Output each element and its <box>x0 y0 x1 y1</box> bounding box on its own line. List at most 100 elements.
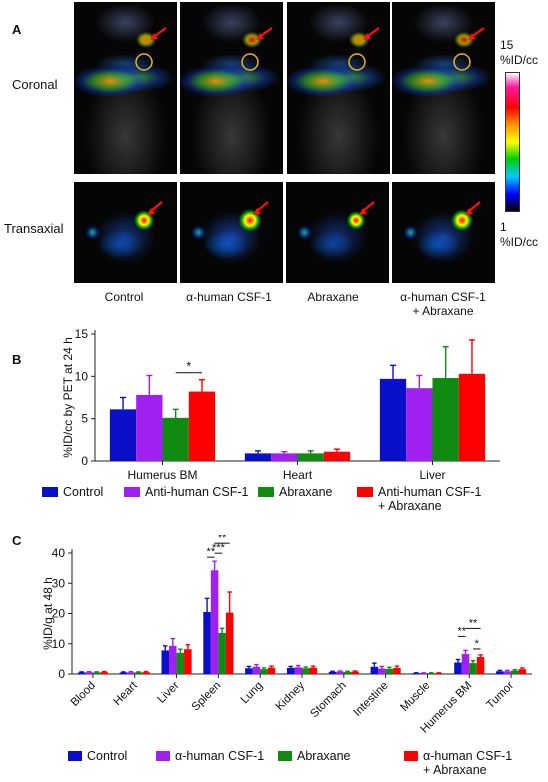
bar-spleen-human-csf-1 <box>210 570 219 674</box>
legend-swatch-anti-human-csf-1 <box>124 487 140 497</box>
bar-liver-control <box>379 378 407 461</box>
category-label-heart: Heart <box>111 679 140 708</box>
bar-liver-abraxane <box>176 652 185 674</box>
y-tick-label: 0 <box>58 667 65 681</box>
bar-muscle-human-csf-1-abraxane <box>434 673 443 674</box>
bar-kidney-human-csf-1 <box>294 667 302 674</box>
bar-lung-abraxane <box>260 669 268 674</box>
legend-label-control: Control <box>63 485 103 499</box>
category-label-blood: Blood <box>69 680 98 709</box>
bar-humerus-bm-abraxane <box>469 663 477 674</box>
significance-label: ** <box>218 535 227 544</box>
row-label-coronal: Coronal <box>12 77 58 92</box>
bar-heart-human-csf-1-abraxane <box>142 672 150 674</box>
coronal-scan-control <box>74 2 177 174</box>
y-tick-label: 0 <box>81 454 88 468</box>
legend-label-human-csf-1: α-human CSF-1 <box>175 749 264 763</box>
significance-label: ** <box>469 617 478 629</box>
significance-label: ** <box>207 546 216 558</box>
colorbar-max-label: 15 %ID/cc <box>500 38 539 67</box>
category-label-intestine: Intestine <box>352 680 391 719</box>
category-label-heart: Heart <box>283 468 313 482</box>
bar-stomach-human-csf-1 <box>336 671 344 674</box>
legend-label-anti-human-csf-1-abraxane: Anti-human CSF-1 <box>378 485 482 499</box>
row-label-transaxial: Transaxial <box>4 221 64 236</box>
bar-blood-abraxane <box>92 672 101 674</box>
bar-stomach-control <box>328 671 337 674</box>
bar-tumor-human-csf-1-abraxane <box>518 669 527 674</box>
panel-a-letter: A <box>12 22 22 37</box>
legend-swatch-human-csf-1-abraxane <box>404 751 418 761</box>
colorbar <box>505 72 520 212</box>
bar-liver-anti-human-csf-1-abraxane <box>458 373 486 461</box>
coronal-scan-abraxane <box>287 2 390 174</box>
bar-humerus-bm-anti-human-csf-1-abraxane <box>188 391 216 461</box>
y-tick-label: 20 <box>52 607 66 621</box>
bar-humerus-bm-human-csf-1 <box>461 654 470 674</box>
y-tick-label: 30 <box>52 576 66 590</box>
category-label-kidney: Kidney <box>274 679 308 713</box>
transaxial-scan-abraxane <box>286 182 389 283</box>
legend-swatch-control <box>42 487 58 497</box>
column-label-anti-csf1: α-human CSF-1 <box>186 290 272 304</box>
legend-swatch-abraxane <box>258 487 274 497</box>
legend-label-anti-human-csf-1: Anti-human CSF-1 <box>145 485 249 499</box>
bar-muscle-control <box>412 673 420 674</box>
bar-kidney-abraxane <box>302 668 310 674</box>
bar-heart-anti-human-csf-1 <box>271 453 298 461</box>
column-label-abraxane: Abraxane <box>307 290 359 304</box>
legend-swatch-anti-human-csf-1-abraxane <box>357 487 373 497</box>
legend-swatch-human-csf-1 <box>156 751 170 761</box>
panel-c-letter: C <box>12 533 22 548</box>
bar-humerus-bm-control <box>454 662 462 674</box>
bar-lung-human-csf-1 <box>252 666 261 674</box>
bar-tumor-control <box>496 671 504 674</box>
bar-intestine-human-csf-1 <box>378 668 386 674</box>
bar-muscle-human-csf-1 <box>419 673 428 674</box>
category-label-humerus-bm: Humerus BM <box>127 468 197 482</box>
category-label-lung: Lung <box>239 680 266 707</box>
bar-heart-control <box>119 672 128 674</box>
bar-tumor-human-csf-1 <box>503 671 512 674</box>
bar-spleen-abraxane <box>218 632 226 674</box>
bar-tumor-abraxane <box>511 670 519 674</box>
bar-stomach-abraxane <box>343 671 352 674</box>
legend-label-human-csf-1-abraxane: + Abraxane <box>423 763 487 777</box>
legend-label-abraxane: Abraxane <box>279 485 333 499</box>
column-label-combination: α-human CSF-1 + Abraxane <box>400 290 486 318</box>
chart-c: 0 10 20 30 40 %ID/g at 48 h Blood Heart Liver Spl… <box>41 535 532 777</box>
bar-heart-abraxane <box>134 672 143 674</box>
y-axis-label: %ID/cc by PET at 24 h <box>61 337 75 458</box>
category-label-liver: Liver <box>156 680 182 706</box>
bar-lung-control <box>245 668 253 674</box>
bar-humerus-bm-human-csf-1-abraxane <box>476 657 485 674</box>
category-label-stomach: Stomach <box>308 680 349 721</box>
legend-label-anti-human-csf-1-abraxane: + Abraxane <box>378 499 442 513</box>
bar-kidney-control <box>286 667 295 674</box>
bar-stomach-human-csf-1-abraxane <box>351 671 359 674</box>
y-tick-label: 10 <box>52 637 66 651</box>
significance-label: * <box>186 359 191 374</box>
legend-swatch-control <box>68 751 82 761</box>
coronal-scan-combination <box>392 2 495 174</box>
bar-liver-human-csf-1 <box>169 645 177 674</box>
y-tick-label: 40 <box>52 546 66 560</box>
bar-blood-human-csf-1 <box>85 672 93 674</box>
y-axis-label: %ID/g at 48 h <box>41 577 55 650</box>
significance-label: *** <box>212 542 226 554</box>
category-label-liver: Liver <box>419 468 445 482</box>
bar-liver-anti-human-csf-1 <box>406 388 433 461</box>
bar-blood-control <box>77 672 86 674</box>
colorbar-min-label: 1 %ID/cc <box>500 220 539 249</box>
legend-swatch-abraxane <box>278 751 292 761</box>
transaxial-scan-control <box>74 182 177 283</box>
bar-heart-anti-human-csf-1-abraxane <box>323 451 351 461</box>
bar-humerus-bm-abraxane <box>162 417 189 461</box>
bar-lung-human-csf-1-abraxane <box>267 667 276 674</box>
bar-liver-human-csf-1-abraxane <box>184 649 192 674</box>
coronal-scan-anti-csf1 <box>180 2 283 174</box>
bar-heart-control <box>244 453 272 461</box>
category-label-tumor: Tumor <box>485 680 517 712</box>
chart-b: 0 5 10 15%ID/cc by PET at 24 h Humerus BM Hea… <box>42 327 500 513</box>
bar-intestine-abraxane <box>385 668 394 674</box>
